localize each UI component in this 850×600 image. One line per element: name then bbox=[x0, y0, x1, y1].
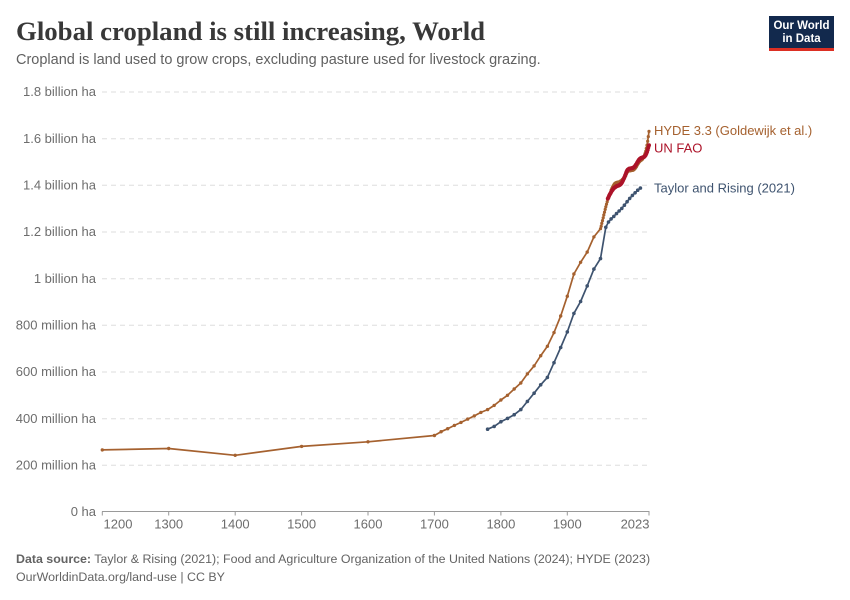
svg-text:HYDE 3.3 (Goldewijk et al.): HYDE 3.3 (Goldewijk et al.) bbox=[654, 123, 812, 138]
svg-text:1.2 billion ha: 1.2 billion ha bbox=[23, 224, 97, 239]
svg-text:1300: 1300 bbox=[154, 516, 183, 531]
svg-text:200 million ha: 200 million ha bbox=[16, 458, 97, 473]
svg-text:1500: 1500 bbox=[287, 516, 316, 531]
svg-text:UN FAO: UN FAO bbox=[654, 140, 702, 155]
svg-text:Taylor and Rising (2021): Taylor and Rising (2021) bbox=[654, 180, 795, 195]
svg-text:600 million ha: 600 million ha bbox=[16, 364, 97, 379]
svg-text:400 million ha: 400 million ha bbox=[16, 411, 97, 426]
svg-text:1.8 billion ha: 1.8 billion ha bbox=[23, 84, 97, 99]
svg-text:1900: 1900 bbox=[553, 516, 582, 531]
svg-text:800 million ha: 800 million ha bbox=[16, 318, 97, 333]
svg-text:2023: 2023 bbox=[621, 516, 650, 531]
svg-text:1.4 billion ha: 1.4 billion ha bbox=[23, 178, 97, 193]
svg-text:1 billion ha: 1 billion ha bbox=[34, 271, 97, 286]
svg-text:0 ha: 0 ha bbox=[71, 504, 97, 519]
svg-text:1.6 billion ha: 1.6 billion ha bbox=[23, 131, 97, 146]
svg-text:1600: 1600 bbox=[354, 516, 383, 531]
svg-text:1200: 1200 bbox=[104, 516, 133, 531]
svg-text:1700: 1700 bbox=[420, 516, 449, 531]
svg-text:1800: 1800 bbox=[486, 516, 515, 531]
svg-text:1400: 1400 bbox=[221, 516, 250, 531]
